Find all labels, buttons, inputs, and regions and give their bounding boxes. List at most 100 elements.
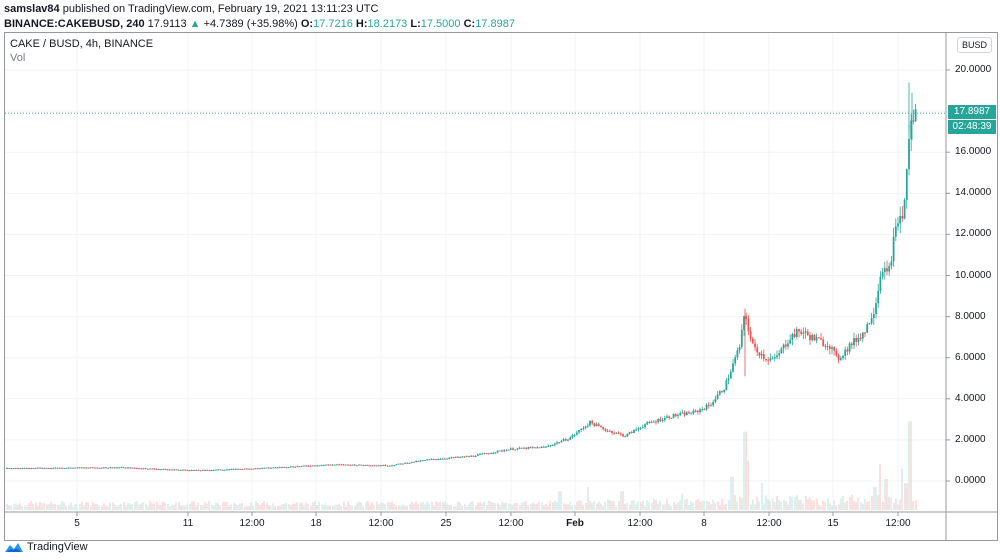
volume-bar [50, 501, 52, 510]
volume-bar [215, 502, 217, 510]
candle-body [890, 261, 893, 267]
candle-body [560, 441, 563, 443]
volume-bar [281, 504, 283, 510]
candle-body [331, 464, 334, 466]
currency-badge[interactable]: BUSD [957, 37, 993, 53]
volume-bar [488, 500, 490, 510]
candle-body [94, 467, 96, 469]
publisher-name[interactable]: samslav84 [4, 3, 60, 15]
candle-body [39, 467, 41, 469]
candle-body [435, 459, 437, 461]
candle-body [879, 276, 882, 291]
candle-body [208, 470, 211, 472]
volume-bar [904, 483, 906, 510]
volume-bar [255, 500, 257, 510]
candle-body [109, 467, 112, 469]
candle-body [657, 419, 660, 423]
volume-indicator-label[interactable]: Vol [10, 52, 26, 64]
volume-bar [389, 502, 391, 510]
candle-body [448, 457, 451, 459]
candle-body [96, 467, 99, 469]
volume-bar [868, 501, 870, 510]
candle-body [833, 347, 836, 351]
candle-body [505, 450, 508, 452]
volume-bar [571, 505, 573, 510]
volume-bar [736, 501, 738, 510]
candle-body [215, 469, 217, 471]
candle-body [259, 468, 261, 470]
volume-bar [222, 502, 224, 510]
candle-body [12, 468, 15, 470]
volume-bar [233, 503, 235, 510]
candle-body [608, 430, 611, 432]
volume-bar [186, 504, 188, 510]
candle-body [397, 463, 400, 465]
volume-bar [501, 501, 503, 510]
candle-body [237, 468, 239, 470]
series-title[interactable]: CAKE / BUSD, 4h, BINANCE [10, 38, 154, 50]
candle-body [113, 467, 116, 469]
candle-body [201, 469, 204, 471]
candle-body [338, 464, 341, 466]
volume-bar [827, 498, 829, 510]
volume-bar [272, 503, 274, 510]
candle-body [784, 344, 787, 347]
candle-body [512, 448, 514, 450]
volume-bar [336, 504, 338, 510]
volume-bar [578, 500, 580, 510]
price-change: +4.7389 (+35.98%) [203, 18, 298, 30]
volume-bar [545, 504, 547, 510]
volume-bar [901, 468, 903, 510]
candle-body [732, 363, 734, 372]
candle-body [221, 469, 224, 471]
volume-bar [197, 502, 199, 510]
candle-body [344, 464, 347, 466]
price-axis-label: 10.0000 [955, 269, 992, 281]
volume-bar [642, 501, 644, 510]
volume-bar [142, 502, 144, 510]
last-price: 17.9113 [147, 18, 187, 30]
candle-body [490, 453, 492, 455]
volume-bar [791, 497, 793, 510]
volume-bar [76, 503, 78, 510]
candle-body [514, 449, 517, 451]
volume-bar [369, 505, 371, 510]
volume-bar [481, 503, 483, 510]
candle-body [795, 329, 798, 338]
volume-bar [492, 502, 494, 510]
volume-bar [598, 501, 600, 510]
volume-bar [123, 501, 125, 510]
candle-body [525, 447, 528, 449]
volume-bar [266, 502, 268, 510]
close-label: C: [463, 18, 476, 30]
candle-body [663, 417, 666, 421]
volume-bar [530, 503, 532, 510]
volume-bar [552, 502, 554, 510]
volume-bar [851, 494, 853, 510]
candle-body [395, 464, 398, 466]
candle-body [182, 469, 184, 471]
volume-bar [717, 501, 719, 510]
candle-body [391, 465, 393, 467]
candle-body [166, 469, 169, 471]
volume-bar [600, 503, 602, 510]
candle-body [226, 469, 228, 471]
volume-bar [547, 506, 549, 510]
volume-bar [79, 504, 81, 510]
candle-body [122, 467, 125, 469]
candle-body [806, 331, 809, 336]
volume-bar [39, 501, 41, 510]
volume-bar [472, 501, 474, 510]
volume-bar [833, 500, 835, 510]
candle-body [441, 458, 444, 460]
candle-body [487, 453, 490, 455]
candle-body [516, 448, 519, 450]
candle-body [540, 446, 543, 449]
candle-body [531, 447, 534, 449]
candle-body [32, 468, 35, 470]
bar-countdown-tag: 02:48:39 [948, 120, 996, 134]
volume-bar [237, 504, 239, 510]
brand-name[interactable]: TradingView [27, 541, 88, 553]
candle-body [558, 442, 561, 444]
